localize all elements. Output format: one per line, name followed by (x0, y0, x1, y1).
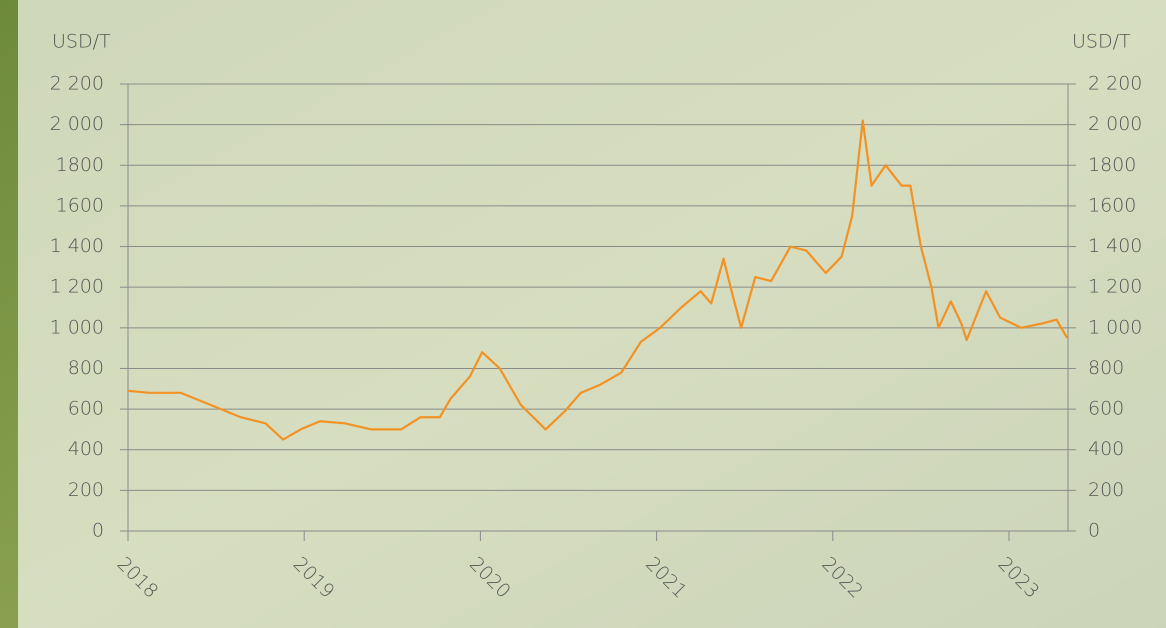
y-tick-label: 0 (92, 520, 104, 542)
y-tick-label: 1800 (56, 154, 104, 176)
y-tick-label: 1 000 (50, 316, 104, 338)
y2-tick-label: 2 000 (1088, 113, 1142, 135)
page: USD/T USD/T 0 200 400 600 800 1 000 1 200 1 400… (0, 0, 1166, 628)
y-tick-label: 400 (68, 438, 104, 460)
y2-axis-title: USD/T (1072, 31, 1131, 53)
y-axis-title: USD/T (52, 31, 111, 53)
y2-tick-label: 1 000 (1088, 316, 1142, 338)
y2-tick-label: 1800 (1088, 154, 1136, 176)
y-tick-label: 200 (68, 479, 104, 501)
y2-tick-label: 800 (1088, 357, 1124, 379)
y2-tick-label: 400 (1088, 438, 1124, 460)
y-tick-label: 600 (68, 398, 104, 420)
y-tick-label: 1 400 (50, 235, 104, 257)
y-tick-label: 1600 (56, 194, 104, 216)
overlay (18, 0, 1166, 628)
y2-tick-label: 600 (1088, 398, 1124, 420)
y2-tick-label: 200 (1088, 479, 1124, 501)
chart: USD/T USD/T 0 200 400 600 800 1 000 1 200 1 400… (0, 0, 1166, 628)
y2-tick-label: 2 200 (1088, 73, 1142, 95)
y2-tick-label: 1 200 (1088, 276, 1142, 298)
y-tick-label: 2 000 (50, 113, 104, 135)
y-tick-label: 1 200 (50, 276, 104, 298)
y-tick-label: 2 200 (50, 73, 104, 95)
y2-tick-label: 0 (1088, 520, 1100, 542)
y-tick-label: 800 (68, 357, 104, 379)
y2-tick-label: 1600 (1088, 194, 1136, 216)
y2-tick-label: 1 400 (1088, 235, 1142, 257)
